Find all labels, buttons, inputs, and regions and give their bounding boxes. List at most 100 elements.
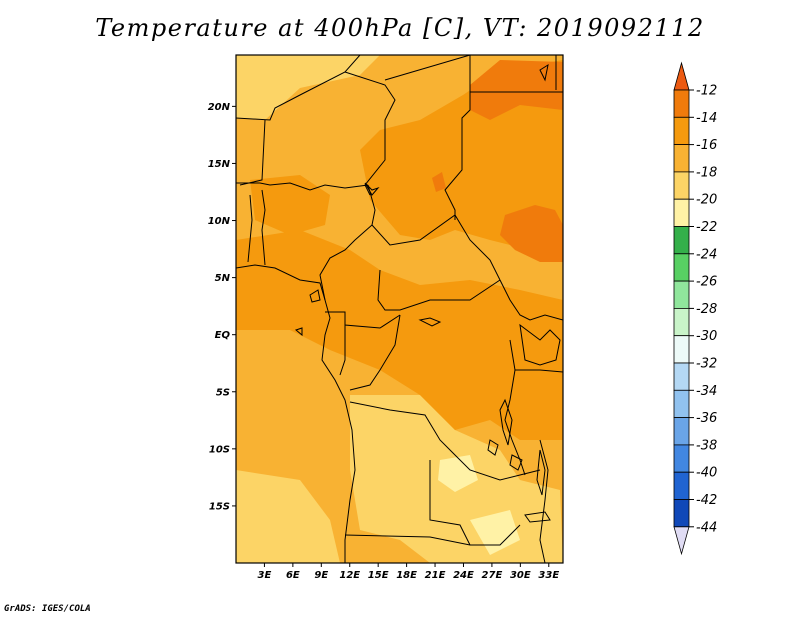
colorbar-label: -18 <box>696 165 717 180</box>
temperature-field <box>236 55 563 563</box>
y-tick-label: 15S <box>209 501 230 512</box>
border-mali-algeria <box>236 55 361 121</box>
colorbar-label: -16 <box>696 138 717 153</box>
border-namibia <box>344 524 521 546</box>
border-angola-zambia <box>429 460 471 546</box>
colorbar-label: -38 <box>696 438 717 453</box>
colorbar-label: -26 <box>696 275 717 290</box>
field-darkorange-north <box>470 60 563 120</box>
lake-tanganyika <box>499 398 513 446</box>
x-tick-label: 9E <box>314 570 328 581</box>
x-tick-label: 21E <box>425 570 446 581</box>
colorbar-label: -22 <box>696 220 717 235</box>
border-tanzania-north <box>515 369 563 373</box>
lake-kariba <box>524 511 551 523</box>
colorbar-swatch <box>673 307 690 337</box>
colorbar-label: -12 <box>696 84 717 99</box>
colorbar-label: -30 <box>696 329 717 344</box>
colorbar-label: -24 <box>696 247 717 262</box>
border-angola-drc <box>349 401 541 481</box>
colorbar-swatch <box>673 171 690 200</box>
island-bioko <box>309 289 321 303</box>
field-light-southwest <box>236 470 340 563</box>
field-light-north <box>236 55 380 120</box>
lake-chad <box>364 182 380 196</box>
colorbar-swatch <box>673 335 690 364</box>
lake-nasser <box>539 63 549 82</box>
colorbar-swatch <box>673 389 690 418</box>
x-tick-label: 6E <box>286 570 300 581</box>
border-congo-drc <box>349 314 401 391</box>
colorbar: -12 -14 -16 -18 -20 -22 -24 -26 -28 -30 -32 -34 -36 -… <box>673 61 717 556</box>
border-ghana <box>247 194 253 263</box>
x-tick-label: 15E <box>368 570 389 581</box>
colorbar-swatch <box>673 198 690 227</box>
x-tick-label: 3E <box>258 570 272 581</box>
colorbar-swatch <box>673 116 690 146</box>
colorbar-label: -34 <box>696 384 717 399</box>
colorbar-swatch <box>673 253 690 282</box>
border-benin-togo <box>261 189 266 266</box>
colorbar-top-triangle <box>673 61 690 91</box>
lake-bangweulu <box>509 454 523 471</box>
colorbar-swatch <box>673 499 690 528</box>
footer-credit: GrADS: IGES/COLA <box>4 604 91 614</box>
colorbar-bottom-triangle <box>673 526 690 556</box>
field-darkorange-spot <box>432 172 446 192</box>
colorbar-swatch <box>673 226 690 255</box>
colorbar-swatch <box>673 89 690 118</box>
field-palest-patch-2 <box>470 510 520 555</box>
colorbar-swatch <box>673 362 690 391</box>
colorbar-label: -40 <box>696 466 717 481</box>
colorbar-swatch <box>673 144 690 173</box>
colorbar-swatch <box>673 417 690 446</box>
colorbar-label: -28 <box>696 302 717 317</box>
y-tick-label: 5N <box>215 273 231 284</box>
colorbar-swatch <box>673 471 690 500</box>
x-axis: 3E 6E 9E 12E 15E 18E 21E 24E 27E 30E 33E <box>258 563 559 581</box>
border-car-south <box>377 269 501 311</box>
y-tick-label: 10S <box>209 444 230 455</box>
colorbar-label: -32 <box>696 357 717 372</box>
x-tick-label: 24E <box>453 570 474 581</box>
border-chad-sudan <box>444 55 471 220</box>
lake-mweru <box>487 439 499 456</box>
boundaries <box>236 55 563 563</box>
lake-mai-ndombe <box>418 317 442 327</box>
y-tick-label: 20N <box>208 102 231 113</box>
x-tick-label: 27E <box>482 570 503 581</box>
border-libya-south <box>384 55 471 81</box>
border-mali-burkina <box>239 119 266 186</box>
island-saotome <box>294 327 303 337</box>
colorbar-swatch <box>673 444 690 473</box>
border-gabon-east <box>339 325 346 376</box>
border-nigeria-cameroon <box>319 184 376 301</box>
border-malawi-moz <box>539 439 549 563</box>
colorbar-label: -42 <box>696 493 717 508</box>
colorbar-label: -20 <box>696 193 717 208</box>
field-darkorange-east <box>500 205 563 262</box>
colorbar-label: -14 <box>696 111 717 126</box>
y-tick-label: 10N <box>208 216 231 227</box>
field-palest-patch <box>438 455 478 492</box>
y-tick-label: 5S <box>216 387 230 398</box>
border-car-north <box>371 214 501 281</box>
y-tick-label: 15N <box>208 159 231 170</box>
lake-victoria <box>519 323 561 366</box>
border-niger-nigeria <box>236 182 369 191</box>
border-south-sudan <box>499 279 563 321</box>
colorbar-swatch <box>673 280 690 309</box>
x-tick-label: 18E <box>396 570 417 581</box>
x-tick-label: 12E <box>339 570 360 581</box>
coastline-west <box>236 264 356 563</box>
x-tick-label: 33E <box>538 570 559 581</box>
map-frame <box>235 54 564 564</box>
lake-malawi <box>536 449 546 496</box>
x-tick-label: 30E <box>510 570 531 581</box>
colorbar-label: -44 <box>696 520 717 535</box>
y-axis: 20N 15N 10N 5N EQ 5S 10S 15S <box>208 102 236 512</box>
colorbar-label: -36 <box>696 411 717 426</box>
figure-title: Temperature at 400hPa [C], VT: 201909211… <box>95 14 705 42</box>
